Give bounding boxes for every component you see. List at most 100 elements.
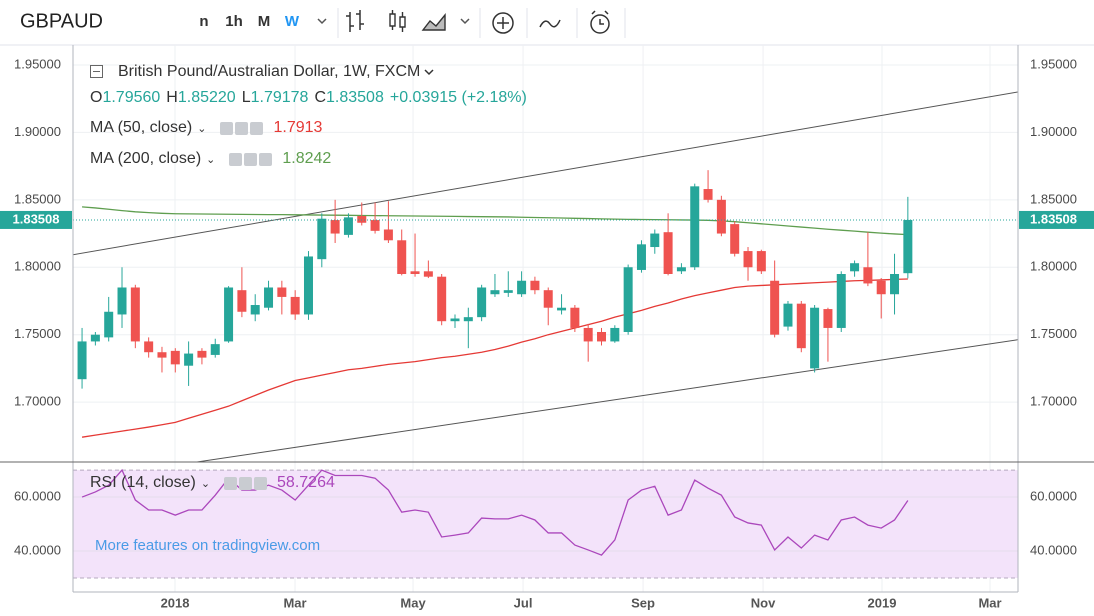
study-value: 1.7913 — [273, 119, 323, 136]
x-tick-label: Nov — [751, 595, 776, 610]
candle-body — [636, 244, 646, 270]
interval[interactable]: W — [285, 13, 300, 30]
candle-body — [796, 303, 806, 349]
study-value: 1.8242 — [282, 150, 332, 167]
candle-body — [170, 350, 180, 365]
candle-body — [716, 199, 726, 234]
rsi-tick-label: 40.0000 — [1030, 542, 1077, 557]
candle-body — [557, 307, 567, 311]
candle-body — [397, 240, 407, 274]
candle-body — [450, 318, 460, 322]
candle-body — [224, 287, 234, 342]
indicators-icon[interactable] — [492, 12, 514, 34]
interval[interactable]: 1h — [225, 13, 243, 30]
y-tick-label: 1.95000 — [1030, 56, 1077, 71]
frame — [0, 45, 1094, 593]
watermark[interactable]: More features on tradingview.com — [95, 537, 320, 554]
study-name: RSI (14, close) — [90, 474, 196, 491]
study-menu[interactable]: ⌄ — [206, 153, 216, 166]
collapse-icon[interactable] — [90, 65, 104, 79]
candle-body — [610, 327, 620, 342]
candle-body — [317, 218, 327, 260]
candle-body — [157, 352, 167, 358]
trend-lines — [73, 91, 1018, 462]
y-tick-label: 1.75000 — [14, 326, 61, 341]
study-icons[interactable] — [220, 121, 265, 135]
candle-body — [743, 251, 753, 268]
candle-body — [783, 303, 793, 327]
bars-icon[interactable] — [346, 10, 364, 32]
candle-body — [210, 344, 220, 355]
title-menu[interactable] — [423, 67, 435, 77]
candle-body — [850, 263, 860, 272]
legend-title-row: British Pound/Australian Dollar, 1W, FXC… — [90, 63, 435, 81]
candle-body — [770, 280, 780, 335]
candle-body — [890, 273, 900, 295]
candle-body — [863, 267, 873, 284]
y-tick-label: 1.75000 — [1030, 326, 1077, 341]
candle-body — [410, 271, 420, 274]
ohlc-value: 1.85220 — [177, 89, 236, 106]
study-icons[interactable] — [224, 476, 269, 490]
x-tick-label: 2019 — [868, 595, 897, 610]
ohlc-row: O 1.79560 H 1.85220 L 1.79178 C 1.83508 +0.03915… — [90, 89, 527, 107]
alert-icon[interactable] — [590, 14, 610, 34]
ohlc-key: L — [241, 89, 251, 106]
x-tick-label: Mar — [978, 595, 1001, 610]
candle-body — [77, 341, 87, 380]
symbol[interactable]: GBPAUD — [20, 10, 103, 32]
candle-body — [676, 267, 686, 272]
last-price-label: 1.83508 — [13, 211, 60, 226]
candle-body — [303, 256, 313, 315]
candle-body — [823, 309, 833, 328]
study-icons[interactable] — [229, 152, 274, 166]
candle-body — [357, 216, 367, 223]
candle-body — [423, 271, 433, 277]
candle-body — [463, 317, 473, 322]
y-tick-label: 1.85000 — [14, 191, 61, 206]
x-tick-label: Jul — [514, 595, 533, 610]
rsi-tick-label: 40.0000 — [14, 542, 61, 557]
candle-body — [623, 267, 633, 332]
last-price-label: 1.83508 — [1030, 211, 1077, 226]
study-value: 58.7264 — [277, 474, 335, 491]
y-tick-label: 1.85000 — [1030, 191, 1077, 206]
legend-title: British Pound/Australian Dollar, 1W, FXC… — [118, 63, 421, 80]
alert-hands — [591, 10, 609, 25]
y-tick-label: 1.70000 — [14, 394, 61, 409]
candle-body — [730, 224, 740, 254]
y-tick-label: 1.70000 — [1030, 394, 1077, 409]
candle-body — [477, 287, 487, 318]
compare-icon[interactable] — [539, 19, 561, 28]
style-menu[interactable] — [460, 18, 470, 25]
rsi-line — [81, 468, 909, 556]
ohlc-key: O — [90, 89, 103, 106]
ohlc-key: H — [166, 89, 178, 106]
rsi-tick-label: 60.0000 — [14, 488, 61, 503]
candle-body — [703, 189, 713, 200]
moving-average — [81, 278, 908, 438]
trend-line — [73, 91, 1018, 256]
candle-body — [383, 229, 393, 241]
y-tick-label: 1.80000 — [1030, 259, 1077, 274]
candles-icon[interactable] — [389, 10, 406, 32]
labels: 2018 Mar May Jul Sep Nov 2019 Mar 1.70000 1.70000… — [0, 56, 1094, 610]
y-tick-label: 1.90000 — [14, 124, 61, 139]
interval[interactable]: n — [199, 13, 208, 30]
trend-line — [193, 339, 1018, 462]
candle-body — [756, 251, 766, 272]
x-tick-label: 2018 — [161, 595, 190, 610]
interval-menu[interactable] — [317, 18, 327, 25]
rsi-row: RSI (14, close) ⌄ 58.7264 — [90, 474, 335, 492]
ma-row: MA (50, close) ⌄ 1.7913 — [90, 119, 322, 137]
marks — [73, 170, 1018, 556]
interval[interactable]: M — [258, 13, 271, 30]
moving-average — [82, 206, 908, 236]
ohlc-key: C — [314, 89, 327, 106]
toolbar: GBPAUD n 1h M W — [0, 8, 1094, 46]
area-icon[interactable] — [421, 13, 446, 31]
study-menu[interactable]: ⌄ — [200, 477, 211, 490]
candle-body — [876, 280, 886, 295]
candle-body — [570, 307, 580, 328]
study-menu[interactable]: ⌄ — [197, 122, 207, 135]
